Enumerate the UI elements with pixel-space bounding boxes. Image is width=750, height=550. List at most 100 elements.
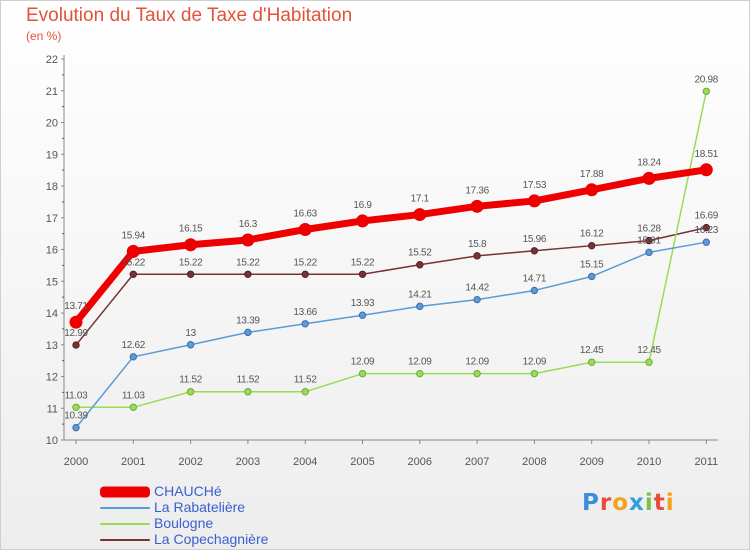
data-point (244, 328, 252, 337)
data-label: 18.24 (637, 157, 661, 168)
y-tick-label: 13 (46, 340, 58, 352)
data-label: 13.66 (293, 307, 317, 318)
data-label: 13.93 (351, 298, 375, 309)
y-tick-label: 11 (47, 403, 58, 415)
data-point (530, 286, 539, 295)
x-tick-label: 2004 (293, 456, 317, 468)
data-label: 15.91 (637, 235, 661, 246)
data-point (358, 270, 367, 278)
legend-swatch (100, 486, 150, 498)
data-label: 16.3 (239, 219, 258, 230)
data-label: 16.63 (293, 208, 317, 219)
y-tick-label: 21 (46, 86, 58, 98)
data-point (244, 270, 252, 278)
y-tick-label: 16 (46, 245, 58, 257)
y-tick-label: 12 (46, 372, 58, 384)
data-label: 16.9 (353, 200, 372, 211)
data-label: 17.36 (465, 185, 489, 196)
y-tick-label: 14 (46, 308, 58, 320)
data-point (244, 388, 252, 396)
data-point (588, 241, 596, 250)
y-tick-label: 17 (46, 213, 58, 225)
legend-swatch (100, 539, 150, 541)
x-tick-label: 2009 (579, 456, 603, 468)
y-tick-label: 22 (46, 54, 58, 66)
data-label: 16.23 (695, 225, 719, 236)
data-point (588, 272, 596, 281)
x-tick-label: 2006 (408, 456, 432, 468)
data-label: 14.71 (523, 273, 547, 284)
data-point (72, 341, 80, 349)
y-tick-label: 15 (46, 276, 58, 288)
y-tick-label: 18 (46, 181, 58, 193)
data-label: 15.52 (408, 248, 432, 259)
chart-subtitle: (en %) (26, 29, 62, 43)
data-label: 11.52 (237, 375, 261, 386)
data-point (699, 163, 713, 177)
data-point (527, 194, 541, 208)
data-point (413, 208, 427, 222)
data-point (129, 353, 138, 361)
y-tick-label: 10 (46, 435, 58, 447)
data-label: 13 (185, 328, 196, 339)
data-label: 11.52 (294, 375, 318, 386)
data-point (358, 311, 367, 319)
data-label: 15.22 (122, 257, 146, 268)
data-point (301, 388, 309, 396)
legend-label: Boulogne (154, 515, 214, 531)
data-point (416, 369, 424, 378)
data-point (241, 233, 255, 247)
data-label: 12.99 (64, 328, 88, 339)
y-tick-label: 19 (46, 149, 58, 161)
legend-label: La Copechagnière (154, 531, 269, 547)
legend-swatch (100, 507, 150, 509)
data-label: 13.39 (236, 315, 260, 326)
data-point (358, 369, 367, 378)
data-point (72, 403, 80, 411)
data-point (184, 238, 198, 252)
axis-ticks: 10 11 12 13 14 15 16 17 18 19 20 21 22 2000 2001 2002 20… (46, 54, 718, 468)
data-label: 11.03 (65, 390, 89, 401)
data-label: 12.09 (408, 357, 432, 368)
data-point (186, 270, 195, 278)
series-line-0 (72, 166, 710, 326)
data-label: 15.22 (293, 257, 317, 268)
data-point (416, 261, 424, 269)
legend-label: La Rabatelière (154, 499, 246, 515)
data-point (645, 236, 653, 245)
x-tick-label: 2003 (236, 456, 260, 468)
data-point (473, 369, 481, 378)
logo-letter: x (629, 490, 645, 516)
data-label: 12.09 (465, 357, 489, 368)
x-tick-label: 2001 (121, 456, 145, 468)
series-lines (69, 87, 713, 432)
x-tick-label: 2000 (64, 456, 88, 468)
logo-letter: o (612, 490, 630, 516)
logo-letter: t (653, 490, 666, 516)
data-label: 16.12 (580, 229, 604, 240)
legend-swatch (100, 523, 150, 525)
data-point (702, 87, 710, 96)
data-point (186, 388, 195, 396)
data-label: 15.22 (351, 257, 375, 268)
logo-letter: r (599, 490, 613, 516)
data-label: 14.42 (465, 283, 489, 294)
data-label: 16.69 (695, 211, 719, 222)
x-tick-label: 2011 (694, 456, 718, 468)
x-tick-label: 2005 (350, 456, 374, 468)
data-point (69, 315, 83, 329)
data-point (645, 358, 653, 366)
data-label: 16.15 (179, 224, 203, 235)
data-label: 18.51 (695, 149, 719, 160)
logo-letter: P (582, 490, 600, 516)
data-label: 13.71 (64, 301, 88, 312)
logo-letter: i (644, 490, 654, 516)
data-label: 11.03 (122, 390, 146, 401)
series-line-3 (75, 226, 708, 346)
data-point (702, 238, 710, 246)
x-tick-label: 2002 (178, 456, 202, 468)
data-point (473, 252, 481, 260)
data-label: 16.28 (637, 224, 661, 235)
